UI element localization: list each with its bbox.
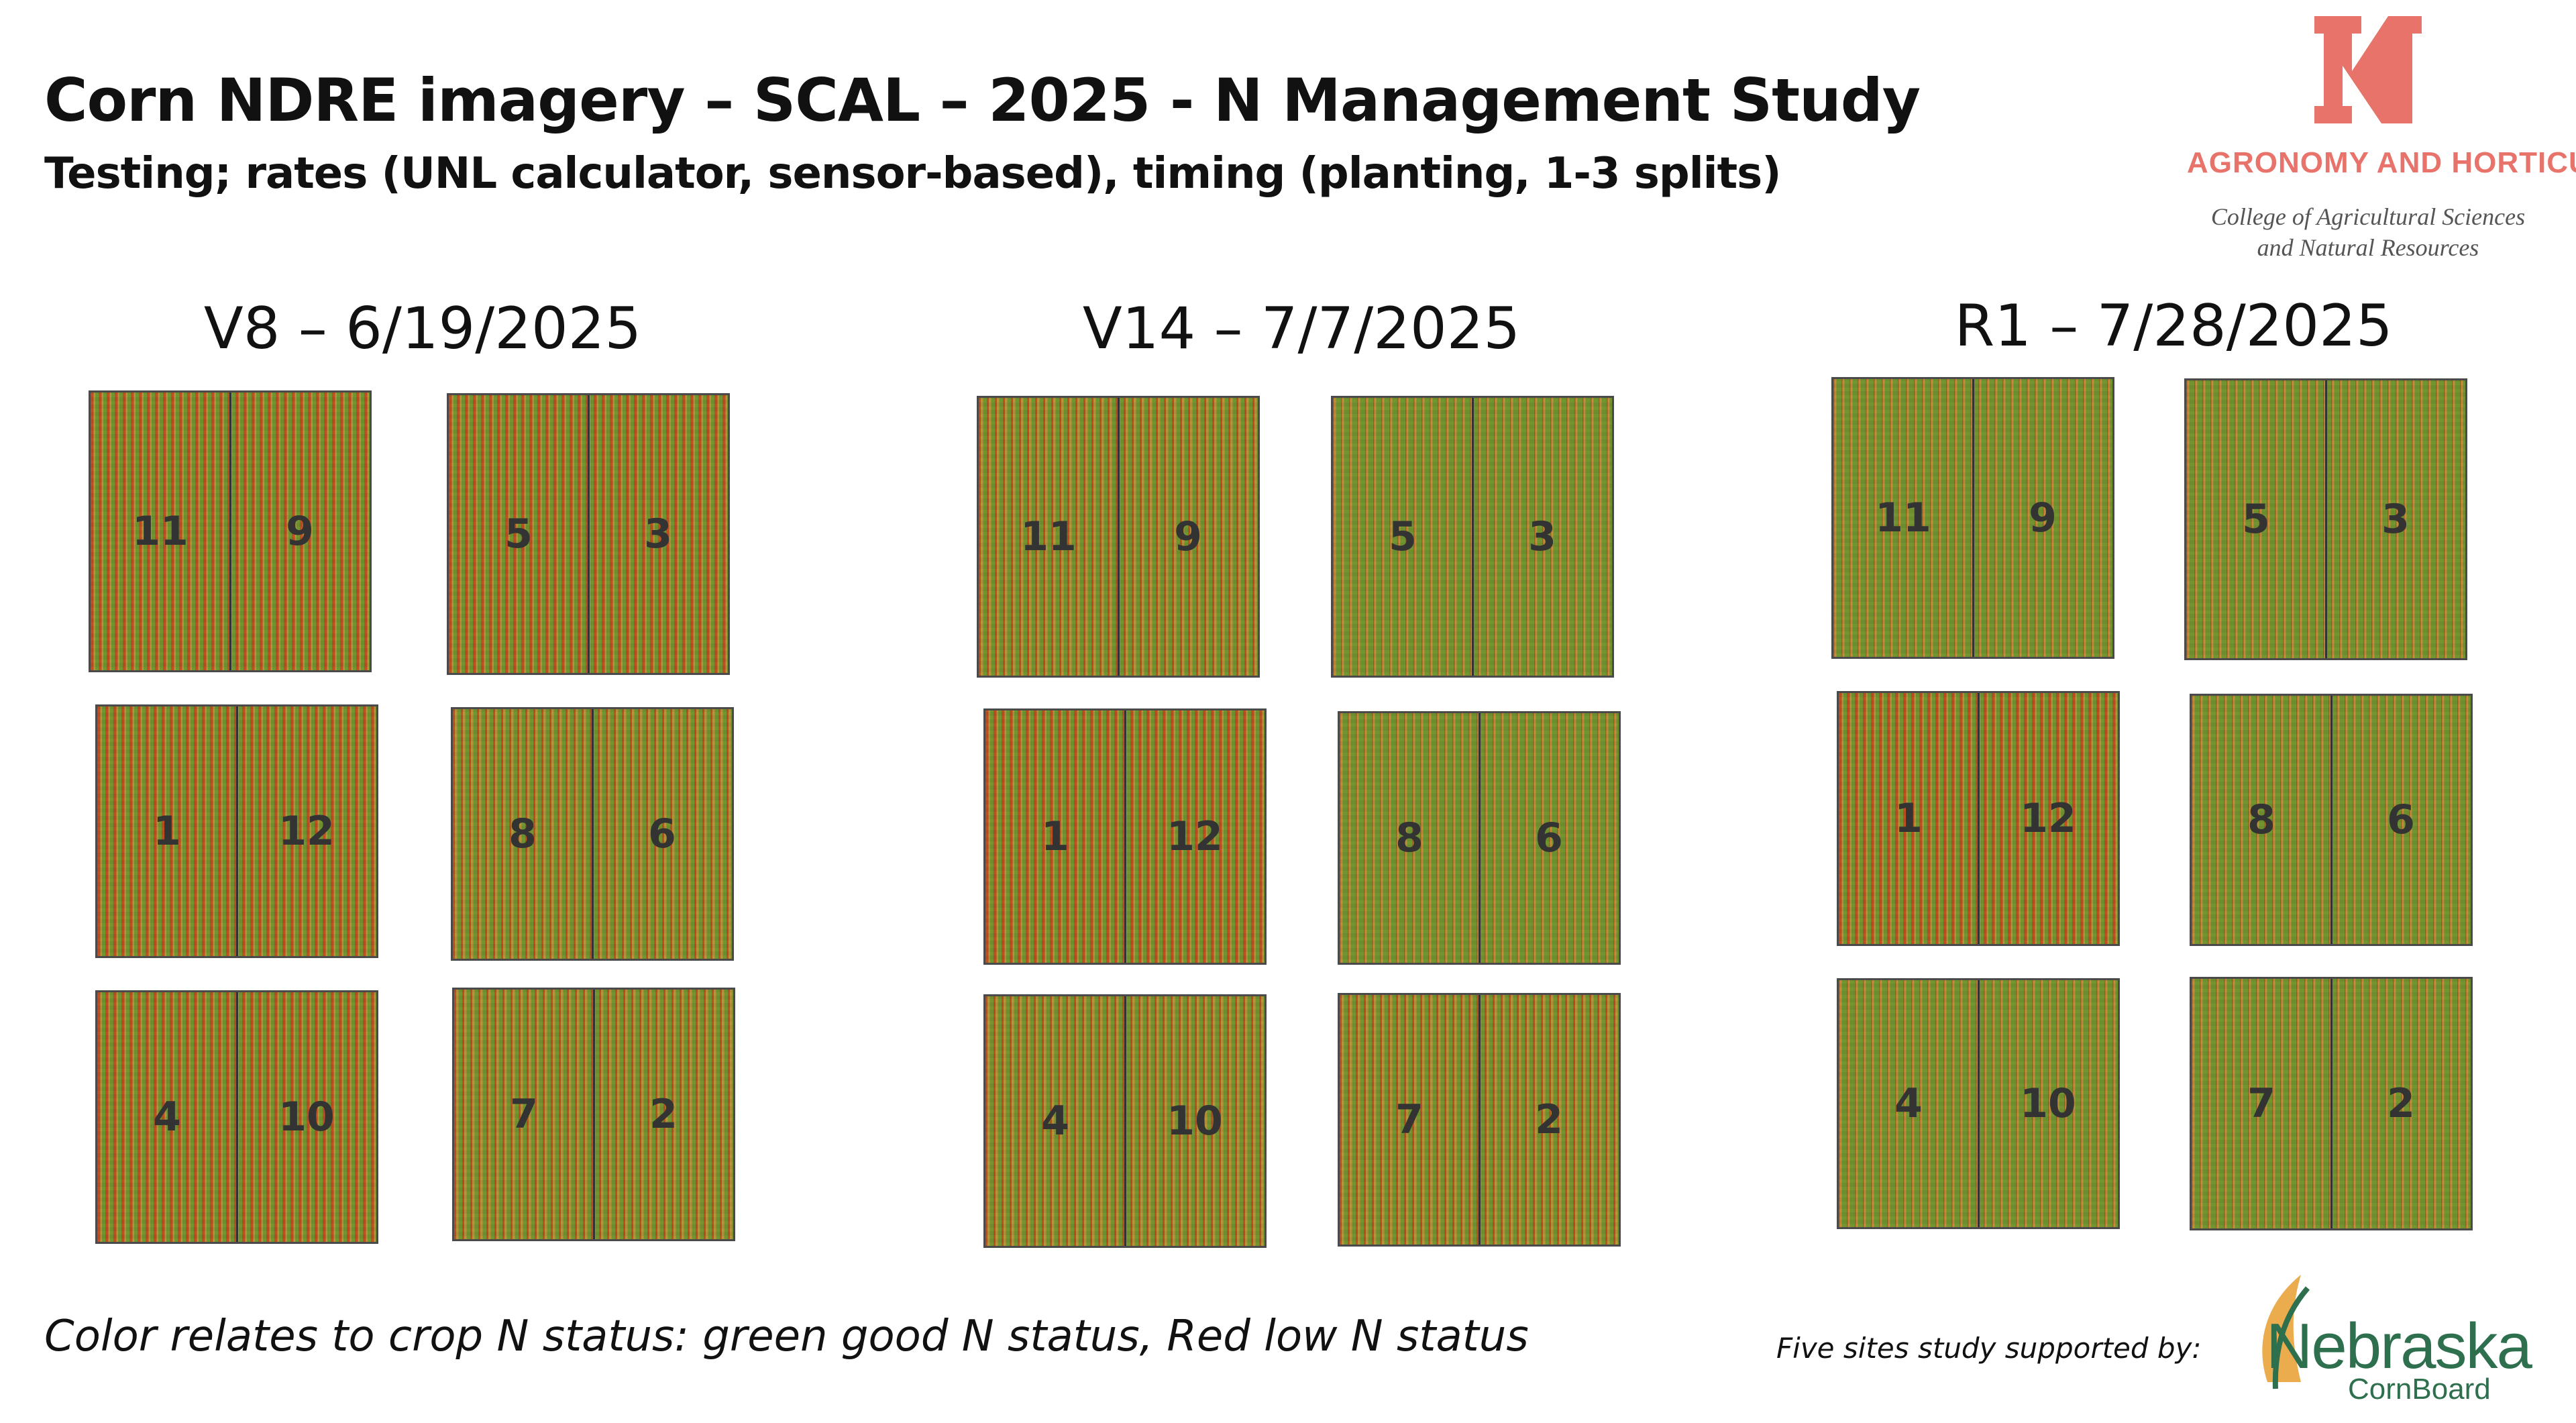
plot-block: 7 2 — [2190, 977, 2473, 1230]
plot-block: 7 2 — [1338, 993, 1621, 1247]
plot-number: 10 — [2020, 1080, 2076, 1127]
plot-number: 6 — [2387, 796, 2415, 843]
plot-number: 3 — [644, 511, 672, 558]
block-divider — [236, 706, 238, 956]
stage-title-v14: V14 – 7/7/2025 — [1082, 295, 1521, 362]
block-divider — [1479, 713, 1481, 963]
plot-number: 7 — [2247, 1080, 2275, 1127]
block-divider — [1118, 398, 1120, 676]
plot-number: 12 — [278, 808, 335, 855]
stage-title-v8: V8 – 6/19/2025 — [203, 295, 642, 362]
block-divider — [2325, 380, 2327, 658]
plot-number: 7 — [510, 1091, 538, 1138]
plot-number: 8 — [2247, 796, 2275, 843]
plot-number: 6 — [1535, 814, 1563, 861]
block-divider — [1978, 980, 1980, 1227]
college-name: College of Agricultural Sciences and Nat… — [2187, 201, 2549, 263]
plot-number: 2 — [649, 1091, 678, 1138]
plot-number: 3 — [1528, 513, 1556, 560]
plot-block: 11 9 — [1831, 377, 2114, 659]
plot-block: 8 6 — [2190, 694, 2473, 946]
nebraska-cornboard-logo — [2262, 1275, 2310, 1389]
sponsor-name: Nebraska — [2266, 1310, 2532, 1382]
sponsor-subtitle: CornBoard — [2348, 1373, 2491, 1406]
plot-number: 12 — [2020, 795, 2076, 842]
plot-number: 11 — [132, 508, 189, 555]
plot-block: 7 2 — [452, 988, 735, 1241]
plot-block: 11 9 — [89, 390, 372, 672]
plot-number: 9 — [2029, 494, 2057, 541]
plot-block: 5 3 — [1331, 396, 1614, 678]
plot-number: 1 — [1041, 813, 1069, 860]
plot-block: 5 3 — [447, 393, 730, 675]
plot-block: 4 10 — [983, 994, 1267, 1248]
slide-title: Corn NDRE imagery – SCAL – 2025 - N Mana… — [44, 66, 1921, 135]
plot-block: 1 12 — [95, 704, 378, 958]
plot-number: 2 — [1535, 1096, 1563, 1143]
plot-number: 5 — [504, 511, 533, 558]
plot-number: 4 — [1894, 1080, 1923, 1127]
plot-block: 4 10 — [95, 990, 378, 1244]
block-divider — [1124, 996, 1126, 1246]
plot-number: 4 — [153, 1094, 181, 1141]
color-legend-note: Color relates to crop N status: green go… — [44, 1312, 1529, 1361]
plot-number: 6 — [648, 810, 676, 857]
slide-subtitle: Testing; rates (UNL calculator, sensor-b… — [44, 149, 1781, 199]
support-note: Five sites study supported by: — [1776, 1332, 2202, 1365]
plot-block: 1 12 — [983, 708, 1267, 965]
block-divider — [1472, 398, 1474, 676]
block-divider — [2330, 979, 2332, 1228]
plot-number: 12 — [1167, 813, 1223, 860]
block-divider — [1479, 995, 1481, 1245]
block-divider — [592, 709, 594, 959]
block-divider — [593, 990, 595, 1239]
plot-number: 11 — [1020, 513, 1077, 560]
plot-block: 1 12 — [1837, 691, 2120, 946]
plot-number: 3 — [2381, 496, 2410, 543]
plot-number: 5 — [2242, 496, 2270, 543]
plot-block: 4 10 — [1837, 978, 2120, 1229]
block-divider — [2330, 696, 2332, 944]
block-divider — [236, 992, 238, 1242]
plot-number: 7 — [1395, 1096, 1424, 1143]
plot-number: 1 — [153, 808, 181, 855]
block-divider — [1124, 710, 1126, 963]
plot-block: 5 3 — [2184, 378, 2467, 660]
plot-block: 8 6 — [1338, 711, 1621, 965]
plot-number: 11 — [1875, 494, 1931, 541]
stage-title-r1: R1 – 7/28/2025 — [1954, 293, 2393, 360]
college-line-2: and Natural Resources — [2257, 234, 2479, 261]
plot-number: 1 — [1894, 795, 1923, 842]
nebraska-n-logo — [2314, 16, 2422, 123]
block-divider — [588, 395, 590, 673]
plot-number: 10 — [1167, 1098, 1223, 1145]
plot-block: 8 6 — [451, 707, 734, 961]
department-name: AGRONOMY AND HORTICULTURE — [2187, 146, 2576, 179]
plot-block: 11 9 — [977, 396, 1260, 678]
block-divider — [229, 392, 231, 670]
plot-number: 9 — [286, 508, 314, 555]
block-divider — [1978, 693, 1980, 944]
plot-number: 8 — [508, 810, 537, 857]
plot-number: 4 — [1041, 1098, 1069, 1145]
plot-number: 10 — [278, 1094, 335, 1141]
plot-number: 2 — [2387, 1080, 2415, 1127]
plot-number: 9 — [1174, 513, 1202, 560]
plot-number: 8 — [1395, 814, 1424, 861]
college-line-1: College of Agricultural Sciences — [2210, 203, 2526, 230]
plot-number: 5 — [1389, 513, 1417, 560]
block-divider — [1972, 379, 1974, 657]
